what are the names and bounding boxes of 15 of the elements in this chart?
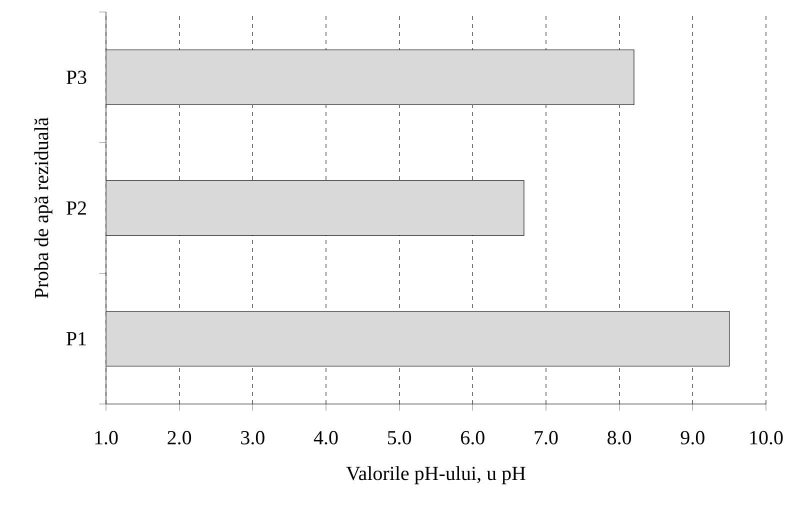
x-tick-label: 9.0 bbox=[680, 430, 704, 445]
x-axis-title: Valorile pH-ului, u pH bbox=[346, 466, 526, 484]
x-tick-label: 4.0 bbox=[314, 430, 338, 445]
x-tick-label: 8.0 bbox=[608, 430, 632, 445]
x-tick-label: 5.0 bbox=[388, 430, 412, 445]
y-tick-label: P2 bbox=[66, 201, 86, 215]
x-tick-label: 6.0 bbox=[461, 430, 484, 445]
y-tick-label: P3 bbox=[66, 70, 86, 84]
x-tick-label: 10.0 bbox=[750, 430, 783, 445]
y-tick-label: P1 bbox=[66, 332, 86, 346]
x-tick-label: 2.0 bbox=[168, 430, 192, 445]
x-tick-label: 1.0 bbox=[95, 430, 118, 445]
x-tick-label: 3.0 bbox=[241, 430, 264, 445]
y-axis-title: Proba de apă reziduală bbox=[34, 117, 52, 298]
x-tick-label: 7.0 bbox=[534, 430, 558, 445]
